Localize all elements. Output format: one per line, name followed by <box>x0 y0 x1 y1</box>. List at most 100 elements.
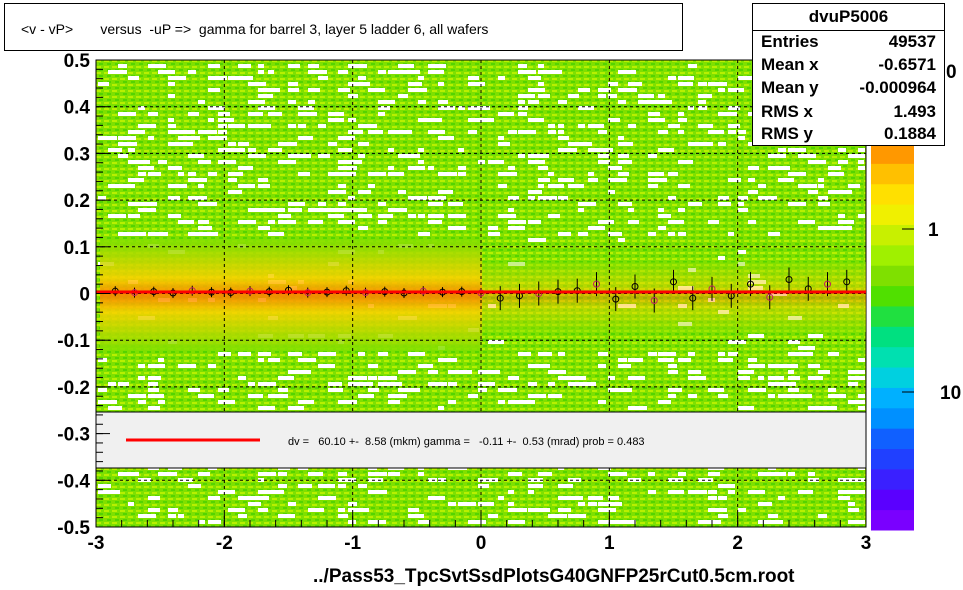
heatmap-cell <box>398 70 409 74</box>
heatmap-cell <box>448 136 454 140</box>
heatmap-cell <box>358 352 365 356</box>
heatmap-cell <box>678 118 687 122</box>
heatmap-cell <box>118 382 129 386</box>
heatmap-cell <box>428 70 444 74</box>
heatmap-cell <box>348 382 361 386</box>
heatmap-cell <box>498 184 507 188</box>
heatmap-cell <box>788 376 800 380</box>
heatmap-cell <box>408 82 422 86</box>
heatmap-cell <box>498 400 505 404</box>
heatmap-cell <box>448 214 466 218</box>
heatmap-cell <box>558 178 574 182</box>
heatmap-cell <box>548 370 566 374</box>
heatmap-cell <box>338 148 352 152</box>
heatmap-cell <box>698 376 706 380</box>
heatmap-cell <box>368 172 386 176</box>
heatmap-cell <box>768 232 780 236</box>
heatmap-cell <box>348 130 363 134</box>
fit-legend-text: dv = 60.10 +- 8.58 (mkm) gamma = -0.11 +… <box>288 436 645 448</box>
heatmap-cell <box>798 352 813 356</box>
heatmap-cell <box>518 112 527 116</box>
heatmap-cell <box>668 172 678 176</box>
heatmap-cell <box>148 388 159 392</box>
heatmap-cell <box>488 160 504 164</box>
heatmap-cell <box>528 220 541 224</box>
heatmap-cell <box>798 184 817 188</box>
heatmap-cell <box>408 514 424 518</box>
stats-key: RMS x <box>761 102 813 121</box>
heatmap-cell <box>448 382 457 386</box>
heatmap-cell <box>728 232 734 236</box>
heatmap-cell <box>738 250 746 254</box>
heatmap-cell <box>718 82 727 86</box>
heatmap-cell <box>168 184 187 188</box>
heatmap-cell <box>198 220 209 224</box>
heatmap-cell <box>368 364 378 368</box>
heatmap-cell <box>678 130 684 134</box>
heatmap-cell <box>828 190 840 194</box>
heatmap-cell <box>208 88 220 92</box>
heatmap-cell <box>438 478 446 482</box>
heatmap-cell <box>138 208 156 212</box>
heatmap-cell <box>608 472 627 476</box>
heatmap-cell <box>138 514 156 518</box>
heatmap-cell <box>198 472 210 476</box>
heatmap-cell <box>508 508 527 512</box>
heatmap-cell <box>648 178 667 182</box>
heatmap-cell <box>328 382 342 386</box>
heatmap-cell <box>828 352 839 356</box>
heatmap-cell <box>458 166 466 170</box>
heatmap-cell <box>708 82 718 86</box>
heatmap-cell <box>688 352 695 356</box>
heatmap-cell <box>288 352 302 356</box>
heatmap-cell <box>418 364 433 368</box>
heatmap-cell <box>458 172 466 176</box>
heatmap-cell <box>298 124 306 128</box>
heatmap-cell <box>228 148 245 152</box>
heatmap-cell <box>628 478 641 482</box>
heatmap-cell <box>788 394 805 398</box>
heatmap-cell <box>358 190 371 194</box>
heatmap-cell <box>568 94 579 98</box>
heatmap-cell <box>148 64 166 68</box>
heatmap-cell <box>608 232 622 236</box>
heatmap-cell <box>618 100 626 104</box>
profile-point <box>670 278 677 286</box>
heatmap-cell <box>758 196 777 200</box>
heatmap-cell <box>218 388 229 392</box>
heatmap-cell <box>248 154 266 158</box>
heatmap-cell <box>158 358 164 362</box>
heatmap-cell <box>588 226 605 230</box>
heatmap-cell <box>558 196 568 200</box>
heatmap-cell <box>678 208 685 212</box>
heatmap-cell <box>518 130 536 134</box>
heatmap-cell <box>618 388 632 392</box>
heatmap-cell <box>598 502 613 506</box>
heatmap-cell <box>748 358 757 362</box>
colorbar-segment <box>871 387 914 409</box>
heatmap-cell <box>148 376 161 380</box>
heatmap-cell <box>838 220 854 224</box>
heatmap-cell <box>488 370 500 374</box>
heatmap-cell <box>98 490 117 494</box>
heatmap-cell <box>328 388 343 392</box>
heatmap-cell <box>548 124 555 128</box>
heatmap-cell <box>348 520 356 524</box>
heatmap-cell <box>128 214 140 218</box>
heatmap-cell <box>528 394 538 398</box>
heatmap-cell <box>598 400 606 404</box>
heatmap-cell <box>248 124 258 128</box>
heatmap-cell <box>658 130 668 134</box>
heatmap-cell <box>548 382 555 386</box>
heatmap-cell <box>298 370 311 374</box>
heatmap-cell <box>268 208 285 212</box>
heatmap-cell <box>98 400 117 404</box>
heatmap-cell <box>428 202 443 206</box>
heatmap-cell <box>258 352 271 356</box>
heatmap-cell <box>488 226 498 230</box>
heatmap-cell <box>758 472 770 476</box>
heatmap-cell <box>658 148 674 152</box>
heatmap-cell <box>208 118 214 122</box>
heatmap-cell <box>228 76 239 80</box>
heatmap-cell <box>128 136 136 140</box>
